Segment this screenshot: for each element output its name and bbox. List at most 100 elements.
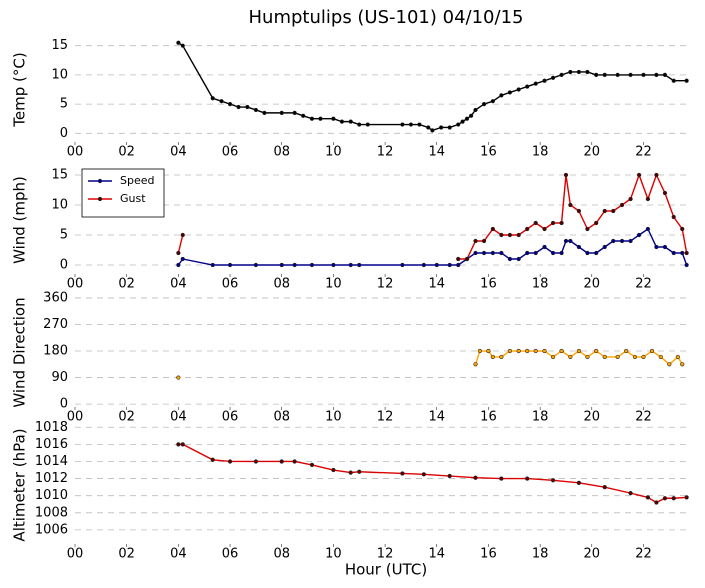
data-point (499, 250, 504, 256)
legend-marker (97, 178, 103, 184)
data-point (619, 202, 625, 208)
data-point (602, 354, 607, 360)
x-tick-label: 18 (532, 410, 549, 425)
data-point (550, 478, 556, 483)
data-point (227, 459, 233, 464)
data-point (245, 104, 250, 110)
legend-label: Gust (120, 192, 146, 205)
data-point (279, 459, 284, 464)
data-point (684, 250, 689, 256)
y-tick-label: 10 (51, 67, 68, 82)
data-point (176, 250, 181, 256)
data-point (507, 90, 512, 95)
data-point (559, 220, 564, 226)
data-point (365, 122, 370, 127)
data-point (662, 244, 668, 250)
data-point (671, 250, 676, 256)
data-point (525, 476, 530, 481)
data-point (619, 238, 625, 244)
x-tick-label: 08 (273, 145, 290, 160)
data-point (236, 104, 241, 110)
data-point (309, 262, 315, 268)
data-point (594, 348, 599, 354)
x-tick-label: 02 (118, 277, 135, 292)
data-point (684, 78, 689, 83)
x-tick-label: 02 (118, 547, 135, 562)
data-point (516, 256, 521, 262)
legend-marker (97, 196, 103, 202)
data-point (615, 354, 620, 360)
x-tick-label: 18 (532, 277, 549, 292)
data-point (421, 472, 426, 477)
data-point (542, 348, 547, 354)
data-point (563, 238, 569, 244)
y-tick-label: 1010 (35, 488, 68, 503)
data-point (550, 354, 556, 360)
data-point (227, 102, 233, 107)
chart-title: Humptulips (US-101) 04/10/15 (249, 7, 524, 28)
x-tick-label: 00 (67, 410, 84, 425)
data-point (602, 485, 607, 490)
data-point (473, 107, 478, 113)
x-tick-label: 16 (480, 145, 497, 160)
y-tick-label: 1016 (35, 437, 68, 452)
data-point (649, 348, 655, 354)
data-point (641, 354, 646, 360)
data-point (632, 354, 638, 360)
data-point (550, 220, 556, 226)
data-point (611, 238, 616, 244)
x-tick-label: 08 (273, 410, 290, 425)
data-point (473, 238, 478, 244)
x-tick-label: 12 (377, 547, 394, 562)
x-tick-label: 20 (584, 547, 601, 562)
data-point (576, 244, 581, 250)
data-point (180, 43, 185, 48)
data-point (348, 119, 353, 124)
data-point (331, 116, 336, 121)
x-tick-label: 14 (428, 547, 445, 562)
data-point (210, 262, 215, 268)
x-tick-label: 22 (635, 277, 652, 292)
data-point (348, 470, 353, 475)
data-point (227, 262, 233, 268)
data-point (684, 495, 689, 500)
data-point (654, 244, 659, 250)
series-line (177, 234, 184, 254)
x-tick-label: 18 (532, 547, 549, 562)
y-tick-label: 1006 (35, 522, 68, 537)
data-point (430, 128, 435, 133)
y-tick-label: 0 (60, 258, 68, 273)
data-point (585, 69, 590, 75)
legend-box (81, 168, 165, 218)
data-point (662, 190, 668, 196)
data-point (292, 459, 297, 464)
data-point (671, 496, 676, 501)
y-axis-label: Wind Direction (11, 297, 29, 407)
data-point (477, 348, 483, 354)
data-point (641, 72, 646, 77)
data-point (667, 362, 672, 367)
data-point (301, 113, 306, 118)
data-point (357, 122, 362, 127)
x-tick-label: 04 (170, 547, 187, 562)
data-point (576, 480, 581, 485)
data-point (176, 442, 181, 447)
data-point (636, 232, 642, 238)
x-tick-label: 16 (480, 410, 497, 425)
x-tick-label: 22 (635, 145, 652, 160)
data-point (525, 250, 530, 256)
y-tick-label: 90 (51, 370, 68, 385)
x-tick-label: 10 (325, 145, 342, 160)
x-tick-label: 14 (428, 145, 445, 160)
data-point (456, 262, 461, 268)
series-line (178, 443, 687, 504)
data-point (675, 354, 680, 360)
y-axis-label: Wind (mph) (11, 176, 29, 264)
data-point (456, 122, 461, 127)
data-point (654, 500, 659, 505)
x-tick-label: 10 (325, 410, 342, 425)
data-point (533, 250, 538, 256)
data-point (594, 72, 599, 77)
data-point (210, 457, 215, 462)
x-tick-label: 20 (584, 410, 601, 425)
